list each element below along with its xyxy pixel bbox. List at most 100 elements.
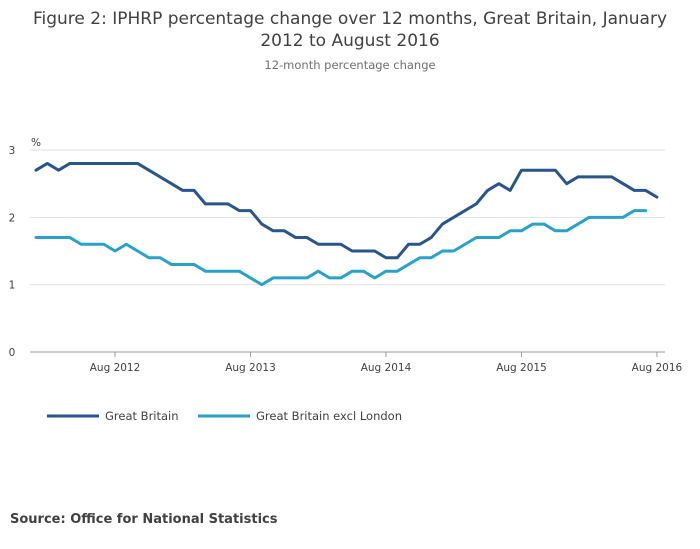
data-point-1-34 [417, 255, 423, 261]
data-point-0-37 [451, 214, 457, 220]
data-point-1-13 [180, 261, 186, 267]
legend-label-0: Great Britain [105, 409, 179, 423]
data-point-0-44 [530, 167, 536, 173]
data-point-1-2 [56, 235, 62, 241]
data-point-0-42 [507, 187, 513, 193]
data-point-1-30 [372, 275, 378, 281]
data-point-0-52 [620, 181, 626, 187]
data-point-1-14 [191, 261, 197, 267]
source-note: Source: Office for National Statistics [10, 512, 278, 527]
data-point-0-3 [67, 160, 73, 166]
data-point-1-52 [620, 214, 626, 220]
data-point-1-45 [541, 221, 547, 227]
data-point-0-26 [327, 241, 333, 247]
data-point-0-4 [78, 160, 84, 166]
data-point-1-43 [518, 228, 524, 234]
data-point-1-0 [33, 235, 39, 241]
data-point-0-14 [191, 187, 197, 193]
data-point-1-28 [349, 268, 355, 274]
data-point-0-35 [428, 235, 434, 241]
data-point-0-55 [654, 194, 660, 200]
data-point-0-20 [259, 221, 265, 227]
data-point-0-41 [496, 181, 502, 187]
data-point-0-53 [631, 187, 637, 193]
data-point-0-19 [248, 208, 254, 214]
data-point-0-39 [473, 201, 479, 207]
data-point-0-29 [360, 248, 366, 254]
data-point-0-51 [609, 174, 615, 180]
data-point-1-53 [631, 208, 637, 214]
data-point-0-13 [180, 187, 186, 193]
data-point-1-54 [643, 208, 649, 214]
data-point-0-34 [417, 241, 423, 247]
data-point-1-18 [236, 268, 242, 274]
gridlines [30, 149, 665, 353]
series-line-0 [34, 161, 659, 260]
data-point-1-36 [439, 248, 445, 254]
data-point-1-27 [338, 275, 344, 281]
data-point-0-10 [146, 167, 152, 173]
data-point-1-19 [248, 275, 254, 281]
data-point-0-38 [462, 208, 468, 214]
data-point-0-12 [168, 181, 174, 187]
data-point-1-40 [485, 235, 491, 241]
data-point-1-22 [281, 275, 287, 281]
data-point-1-17 [225, 268, 231, 274]
data-point-1-1 [44, 235, 50, 241]
data-point-0-50 [598, 174, 604, 180]
data-point-0-54 [643, 187, 649, 193]
data-point-1-38 [462, 241, 468, 247]
axes: 0 1 2 3 Aug 2012 Aug 2013 Aug 2014 Aug 2015 Aug … [9, 145, 683, 374]
data-point-1-12 [168, 261, 174, 267]
data-point-0-32 [394, 255, 400, 261]
chart-subtitle: 12-month percentage change [264, 58, 435, 72]
x-tick-label-1: Aug 2013 [225, 362, 276, 374]
data-point-0-17 [225, 201, 231, 207]
data-point-0-43 [518, 167, 524, 173]
data-point-0-9 [135, 160, 141, 166]
data-point-1-21 [270, 275, 276, 281]
data-point-1-10 [146, 255, 152, 261]
x-tick-label-0: Aug 2012 [90, 362, 141, 374]
data-point-1-4 [78, 241, 84, 247]
data-point-0-40 [485, 187, 491, 193]
data-point-1-32 [394, 268, 400, 274]
data-point-1-24 [304, 275, 310, 281]
data-point-1-47 [564, 228, 570, 234]
data-point-0-0 [33, 167, 39, 173]
data-point-1-49 [586, 214, 592, 220]
data-point-0-25 [315, 241, 321, 247]
data-point-1-48 [575, 221, 581, 227]
data-point-0-7 [112, 160, 118, 166]
data-point-1-26 [327, 275, 333, 281]
data-point-0-48 [575, 174, 581, 180]
data-point-1-6 [101, 241, 107, 247]
data-point-0-1 [44, 160, 50, 166]
y-tick-label-2: 2 [9, 212, 16, 224]
x-tick-label-2: Aug 2014 [361, 362, 412, 374]
data-point-1-31 [383, 268, 389, 274]
data-point-1-5 [89, 241, 95, 247]
data-point-1-8 [123, 241, 129, 247]
data-point-0-8 [123, 160, 129, 166]
data-point-0-24 [304, 235, 310, 241]
data-point-0-49 [586, 174, 592, 180]
data-point-1-46 [552, 228, 558, 234]
data-point-0-30 [372, 248, 378, 254]
data-point-0-33 [406, 241, 412, 247]
data-point-1-39 [473, 235, 479, 241]
data-point-1-29 [360, 268, 366, 274]
chart-title-line1: Figure 2: IPHRP percentage change over 1… [33, 9, 667, 29]
data-point-0-27 [338, 241, 344, 247]
data-point-0-5 [89, 160, 95, 166]
y-tick-label-0: 0 [9, 347, 16, 359]
legend-label-1: Great Britain excl London [256, 409, 402, 423]
data-point-1-41 [496, 235, 502, 241]
data-point-1-20 [259, 282, 265, 288]
data-point-0-2 [56, 167, 62, 173]
data-point-0-23 [293, 235, 299, 241]
data-point-1-9 [135, 248, 141, 254]
data-point-1-16 [214, 268, 220, 274]
data-point-0-45 [541, 167, 547, 173]
data-point-0-31 [383, 255, 389, 261]
